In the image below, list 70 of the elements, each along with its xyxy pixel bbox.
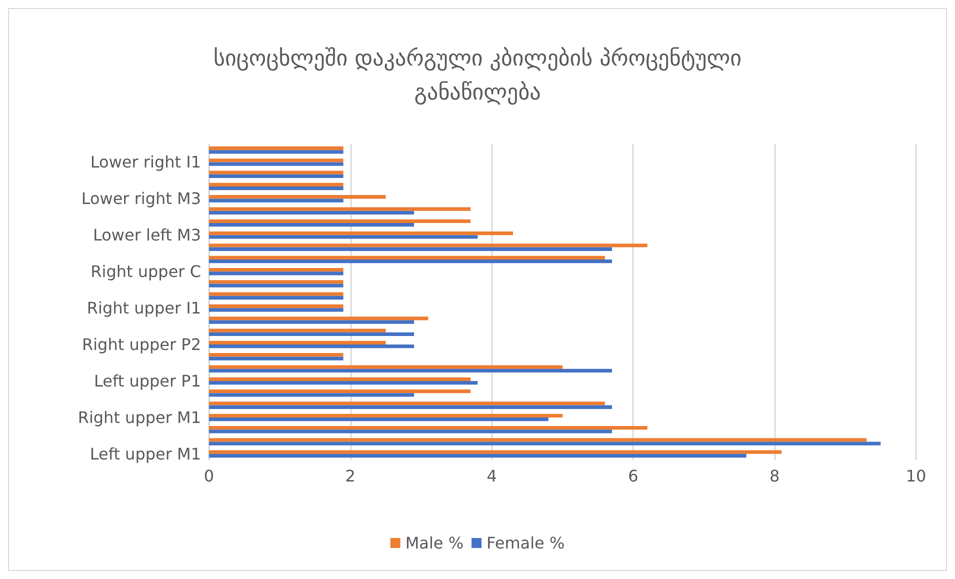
x-tick-label: 0 xyxy=(204,466,214,486)
bar xyxy=(209,353,344,357)
bar xyxy=(209,390,471,394)
y-tick-label: Lower left M3 xyxy=(93,226,201,245)
bar xyxy=(209,328,386,332)
bar xyxy=(209,235,478,239)
bar xyxy=(209,402,605,406)
y-tick-label: Right upper M1 xyxy=(78,408,201,427)
y-tick-label: Right upper I1 xyxy=(86,298,201,318)
bar xyxy=(209,438,867,442)
bar xyxy=(209,320,414,324)
y-tick-label: Left upper P1 xyxy=(94,372,201,390)
bar xyxy=(209,365,562,369)
bar xyxy=(209,344,414,348)
bar xyxy=(209,377,471,381)
bar xyxy=(209,256,605,260)
bar xyxy=(209,174,344,178)
bar xyxy=(209,223,414,227)
legend-label: Male % xyxy=(405,534,464,552)
bar xyxy=(209,332,414,336)
bar xyxy=(209,198,344,202)
x-tick-label: 2 xyxy=(345,466,356,486)
bar xyxy=(209,417,548,422)
bar xyxy=(209,308,344,312)
bar xyxy=(209,414,562,418)
bar xyxy=(209,272,344,276)
bar xyxy=(209,454,746,458)
bar xyxy=(209,210,414,214)
y-tick-label: Right upper C xyxy=(90,262,201,282)
bar xyxy=(209,280,344,284)
bar xyxy=(209,162,344,166)
x-tick-label: 4 xyxy=(486,466,497,486)
bar xyxy=(209,442,881,446)
bar xyxy=(209,259,612,264)
bar xyxy=(209,207,471,211)
bar xyxy=(209,284,344,288)
bar xyxy=(209,405,612,409)
bar xyxy=(209,430,612,434)
bar xyxy=(209,247,612,251)
bar xyxy=(209,146,344,150)
bar xyxy=(209,244,648,248)
bar xyxy=(209,186,344,190)
y-tick-label: Right upper P2 xyxy=(82,335,201,354)
bar xyxy=(209,292,344,296)
bar xyxy=(209,195,386,199)
bar xyxy=(209,182,344,187)
bar xyxy=(209,150,344,154)
chart-title: სიცოცხლეში დაკარგული კბილების პროცენტული განაწილება xyxy=(213,46,742,106)
bar xyxy=(209,381,478,385)
legend-label: Female % xyxy=(486,534,565,552)
bar xyxy=(209,232,514,236)
bar xyxy=(209,268,344,272)
bar xyxy=(209,316,428,320)
bar xyxy=(209,296,344,300)
y-tick-label: Lower right I1 xyxy=(90,152,201,172)
bar xyxy=(209,158,344,162)
bar xyxy=(209,304,344,308)
bar xyxy=(209,340,386,345)
bar xyxy=(209,170,344,174)
bar xyxy=(209,368,612,372)
bar xyxy=(209,426,648,430)
bar xyxy=(209,356,344,360)
bar xyxy=(209,219,471,223)
bar xyxy=(209,450,782,454)
x-tick-label: 10 xyxy=(906,466,926,486)
y-tick-label: Lower right M3 xyxy=(81,189,201,208)
bar xyxy=(209,393,414,397)
y-tick-label: Left upper M1 xyxy=(90,444,201,464)
x-tick-label: 6 xyxy=(628,466,638,486)
x-tick-label: 8 xyxy=(770,466,780,486)
